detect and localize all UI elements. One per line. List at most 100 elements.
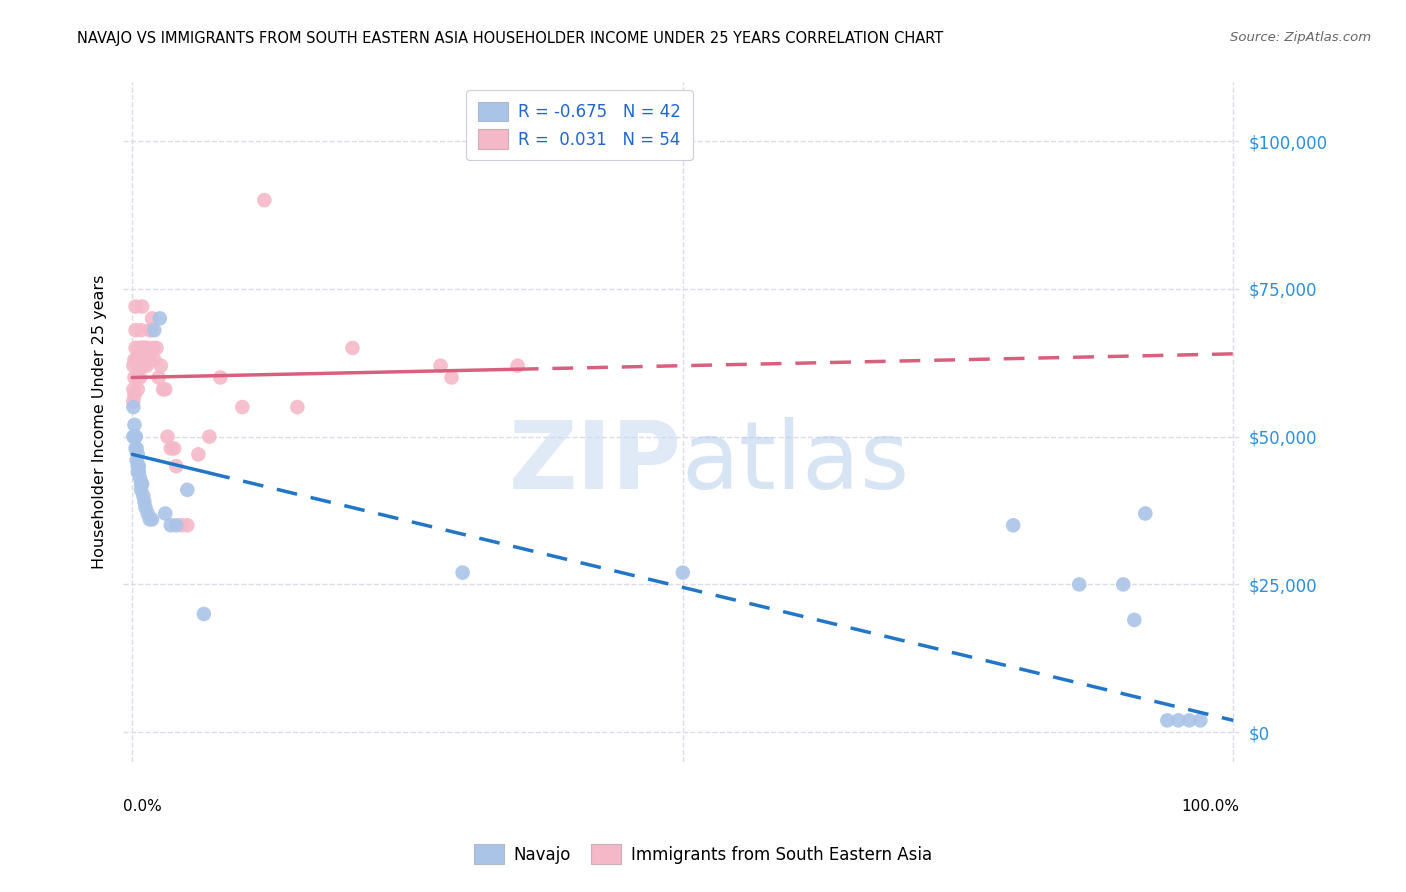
Point (1178, 714, 1201, 728)
Point (1167, 714, 1189, 728)
Point (124, 341, 146, 355)
Point (440, 370, 463, 384)
Point (159, 442, 181, 456)
Point (165, 459, 187, 474)
Point (141, 512, 163, 526)
Point (124, 370, 146, 384)
Point (124, 352, 146, 367)
Text: ZIP: ZIP (509, 417, 681, 508)
Text: 0.0%: 0.0% (124, 799, 162, 814)
Point (672, 566, 695, 580)
Point (128, 359, 150, 373)
Point (134, 494, 156, 508)
Point (129, 483, 152, 497)
Point (124, 429, 146, 443)
Point (132, 359, 155, 373)
Point (156, 429, 179, 443)
Point (125, 370, 148, 384)
Point (159, 518, 181, 533)
Point (129, 471, 152, 485)
Point (131, 341, 153, 355)
Point (124, 388, 146, 402)
Point (129, 352, 152, 367)
Point (127, 382, 149, 396)
Point (155, 382, 177, 396)
Point (129, 477, 152, 491)
Point (134, 341, 156, 355)
Point (124, 442, 146, 456)
Point (138, 352, 160, 367)
Legend: Navajo, Immigrants from South Eastern Asia: Navajo, Immigrants from South Eastern As… (467, 838, 939, 871)
Text: Source: ZipAtlas.com: Source: ZipAtlas.com (1230, 31, 1371, 45)
Point (149, 311, 172, 326)
Point (287, 400, 309, 414)
Point (1069, 577, 1091, 591)
Point (170, 518, 193, 533)
Point (124, 429, 146, 443)
Point (152, 382, 174, 396)
Point (1156, 714, 1178, 728)
Point (124, 300, 146, 314)
Point (142, 341, 165, 355)
Point (1002, 518, 1025, 533)
Point (136, 507, 159, 521)
Point (231, 400, 253, 414)
Point (149, 359, 172, 373)
Point (1112, 577, 1135, 591)
Point (124, 429, 146, 443)
Point (134, 341, 156, 355)
Point (125, 352, 148, 367)
Point (127, 465, 149, 479)
Point (129, 370, 152, 384)
Point (342, 341, 364, 355)
Point (128, 465, 150, 479)
Point (132, 341, 155, 355)
Point (209, 370, 232, 384)
Point (143, 323, 166, 337)
Point (131, 300, 153, 314)
Point (125, 453, 148, 467)
Text: 100.0%: 100.0% (1181, 799, 1239, 814)
Point (139, 512, 162, 526)
Point (125, 442, 148, 456)
Point (429, 359, 451, 373)
Point (148, 370, 170, 384)
Point (128, 341, 150, 355)
Point (451, 566, 474, 580)
Point (124, 417, 146, 432)
Legend: R = -0.675   N = 42, R =  0.031   N = 54: R = -0.675 N = 42, R = 0.031 N = 54 (467, 90, 693, 161)
Text: atlas: atlas (681, 417, 910, 508)
Point (124, 323, 146, 337)
Point (1189, 714, 1212, 728)
Point (1135, 507, 1157, 521)
Point (122, 429, 145, 443)
Point (129, 341, 152, 355)
Point (128, 459, 150, 474)
Point (122, 394, 145, 409)
Point (163, 442, 186, 456)
Point (127, 459, 149, 474)
Point (193, 607, 215, 621)
Point (198, 429, 221, 443)
Point (122, 382, 145, 396)
Point (136, 341, 159, 355)
Point (132, 489, 155, 503)
Point (165, 518, 187, 533)
Point (143, 352, 166, 367)
Point (176, 518, 198, 533)
Point (176, 483, 198, 497)
Point (187, 447, 209, 461)
Point (506, 359, 529, 373)
Point (135, 359, 157, 373)
Point (1123, 613, 1146, 627)
Point (127, 370, 149, 384)
Point (141, 311, 163, 326)
Point (131, 477, 153, 491)
Point (122, 400, 145, 414)
Point (139, 323, 162, 337)
Text: NAVAJO VS IMMIGRANTS FROM SOUTH EASTERN ASIA HOUSEHOLDER INCOME UNDER 25 YEARS C: NAVAJO VS IMMIGRANTS FROM SOUTH EASTERN … (77, 31, 943, 46)
Point (139, 323, 162, 337)
Y-axis label: Householder Income Under 25 years: Householder Income Under 25 years (93, 275, 107, 569)
Point (129, 323, 152, 337)
Point (145, 341, 167, 355)
